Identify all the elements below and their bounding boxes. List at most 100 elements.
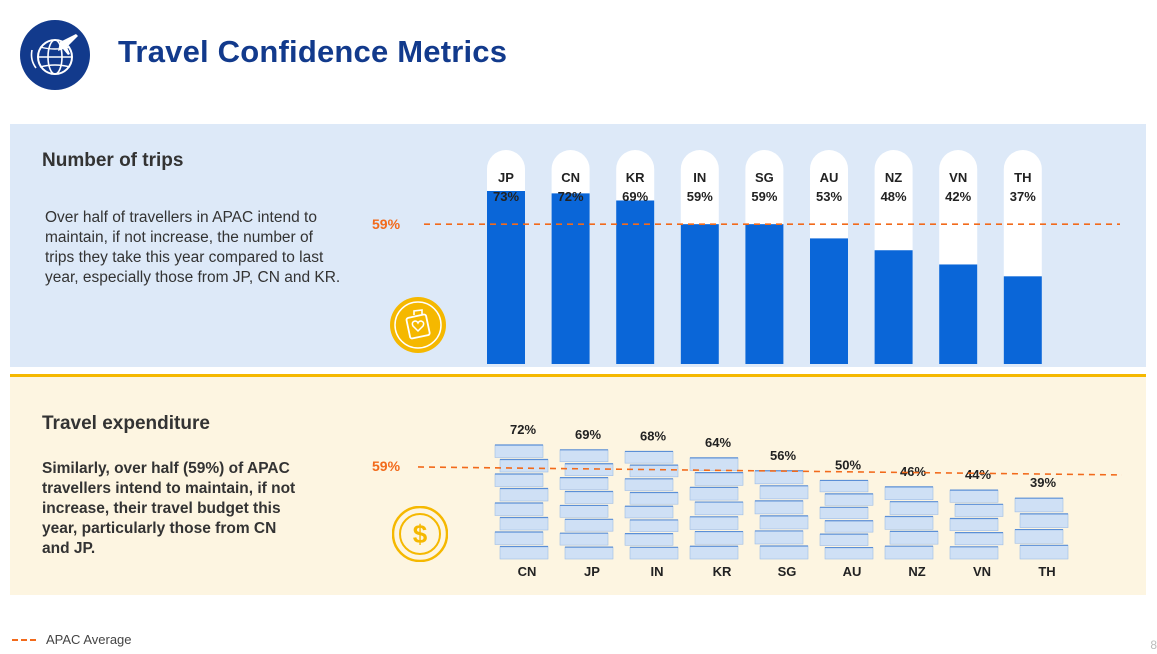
average-label: 59% [372, 458, 401, 474]
page-title: Travel Confidence Metrics [118, 34, 508, 69]
category-label: VN [949, 170, 967, 185]
bar-segment [754, 500, 804, 515]
bar-segment [889, 531, 939, 545]
legend: APAC Average [12, 632, 132, 647]
data-label: 69% [622, 189, 648, 204]
bar-segment [564, 519, 614, 532]
bar-segment [949, 518, 999, 531]
category-label: KR [626, 170, 645, 185]
bar-segment [689, 487, 739, 501]
bar-segment [624, 533, 674, 546]
data-label: 48% [881, 189, 907, 204]
bar-segment [559, 532, 609, 546]
expenditure-description: Similarly, over half (59%) of APAC trave… [42, 460, 296, 557]
bar-segment [1014, 497, 1064, 513]
bar-segment [1019, 544, 1069, 560]
category-label: CN [518, 564, 537, 579]
bar-segment [819, 533, 869, 546]
bar-segment [559, 477, 609, 490]
bar-segment [689, 545, 739, 560]
legend-average-swatch [12, 638, 36, 641]
bar [874, 250, 913, 364]
bar [745, 224, 784, 364]
bar-segment [824, 520, 874, 533]
data-label: 39% [1030, 475, 1056, 490]
bar-segment [624, 505, 674, 519]
bar-segment [694, 531, 744, 545]
data-label: 46% [900, 464, 926, 479]
bar-segment [499, 546, 549, 560]
bar-segment [564, 546, 614, 560]
bar-segment [629, 547, 679, 560]
bar-segment [949, 489, 999, 503]
bar-segment [949, 546, 999, 560]
data-label: 69% [575, 427, 601, 442]
bar-segment [694, 472, 744, 486]
bar-segment [819, 480, 869, 493]
bar-segment [494, 444, 544, 458]
bar [487, 191, 525, 364]
category-label: IN [693, 170, 706, 185]
bar-segment [624, 451, 674, 464]
bar-segment [824, 547, 874, 560]
data-label: 53% [816, 189, 842, 204]
bar-segment [689, 516, 739, 530]
bar-segment [954, 503, 1004, 517]
bar-segment [889, 501, 939, 515]
data-label: 50% [835, 457, 861, 472]
bar [939, 264, 978, 364]
bar-segment [1014, 529, 1064, 544]
bar-segment [689, 457, 739, 471]
bar-segment [629, 519, 679, 532]
expenditure-heading: Travel expenditure [42, 413, 210, 434]
bar-segment [499, 517, 549, 531]
category-label: AU [820, 170, 839, 185]
category-label: KR [713, 564, 732, 579]
bar [680, 224, 719, 364]
bar [616, 200, 655, 364]
bar-segment [494, 473, 544, 487]
bar-segment [629, 492, 679, 505]
bar-segment [759, 515, 809, 530]
bar-segment [494, 531, 544, 545]
section-divider [10, 374, 1146, 377]
category-label: SG [755, 170, 774, 185]
data-label: 44% [965, 467, 991, 482]
bar-segment [694, 501, 744, 516]
bar-segment [559, 449, 609, 463]
category-label: SG [778, 564, 797, 579]
bar [1003, 276, 1042, 364]
page-number: 8 [1150, 638, 1157, 652]
category-label: JP [584, 564, 600, 579]
bar-segment [624, 478, 674, 491]
luggage-heart-icon [390, 297, 446, 353]
bar-segment [494, 502, 544, 516]
svg-text:$: $ [413, 519, 428, 549]
bar-segment [884, 486, 934, 501]
data-label: 59% [687, 189, 713, 204]
dollar-coin-icon: $ [391, 505, 449, 563]
category-label: TH [1014, 170, 1031, 185]
category-label: IN [651, 564, 664, 579]
average-label: 59% [372, 216, 401, 232]
bar-segment [499, 459, 549, 473]
bar-segment [884, 545, 934, 560]
bar-segment [754, 530, 804, 545]
data-label: 56% [770, 448, 796, 463]
bar-segment [824, 493, 874, 506]
bar-segment [759, 545, 809, 560]
bar-segment [629, 464, 679, 478]
bar-segment [819, 506, 869, 520]
bar-segment [499, 488, 549, 502]
bar-segment [759, 485, 809, 500]
data-label: 68% [640, 428, 666, 443]
category-label: NZ [885, 170, 902, 185]
data-label: 59% [751, 189, 777, 204]
bar-segment [954, 532, 1004, 546]
data-label: 72% [510, 422, 536, 437]
data-label: 64% [705, 435, 731, 450]
globe-plane-icon [20, 20, 90, 90]
trips-description: Over half of travellers in APAC intend t… [45, 209, 341, 286]
